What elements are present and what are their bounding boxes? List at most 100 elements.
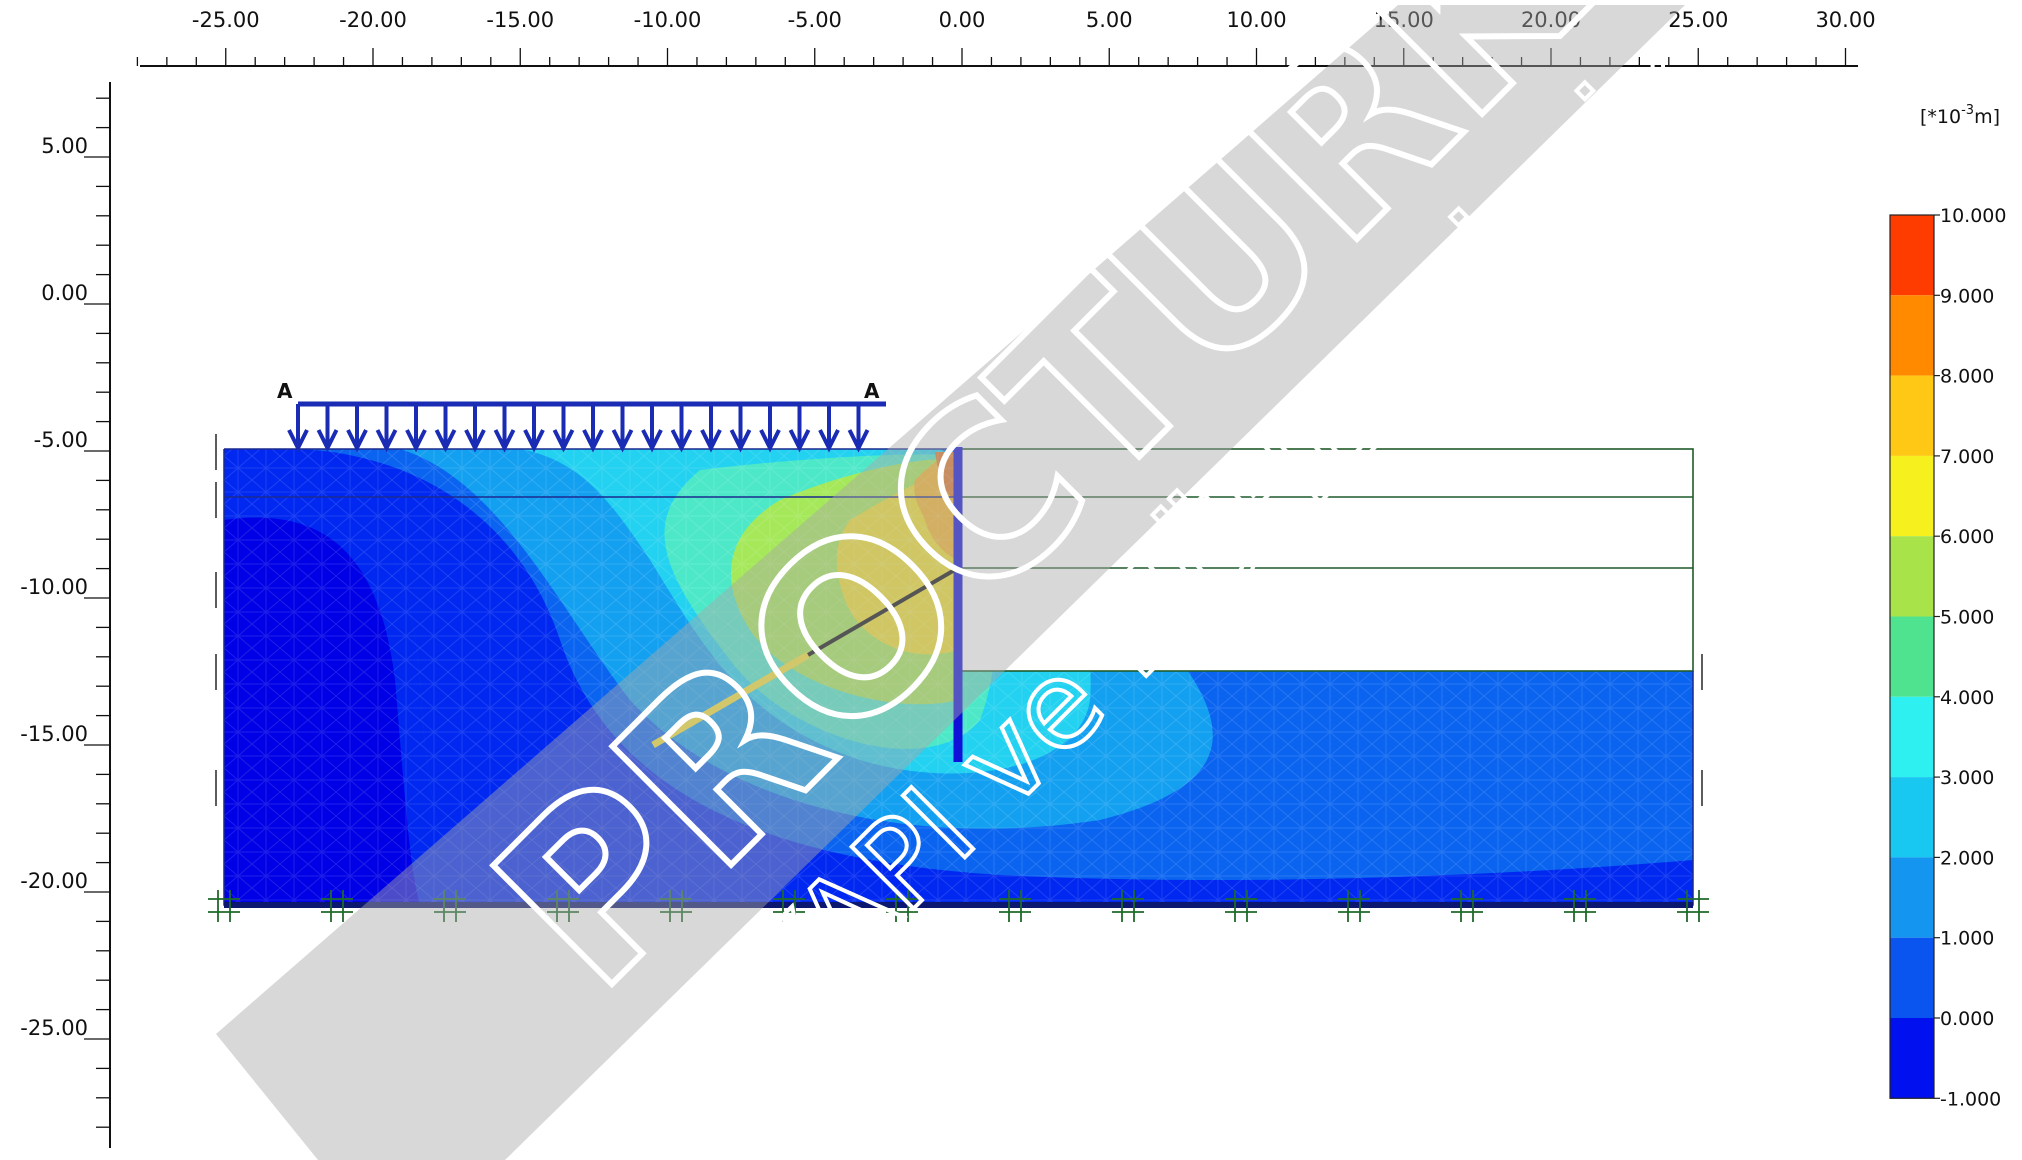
- load-arrow: [818, 404, 840, 453]
- legend-label: 5.000: [1940, 607, 1994, 629]
- ground-anchor: [651, 566, 960, 749]
- x-tick-label: 30.00: [1815, 8, 1875, 32]
- x-tick-label: -10.00: [634, 8, 702, 32]
- y-axis-tick-labels: 5.00 0.00 -5.00 -10.00 -15.00 -20.00 -25.00: [20, 134, 88, 1040]
- load-arrow: [405, 404, 427, 453]
- legend-swatch: [1890, 455, 1934, 537]
- y-tick-label: 0.00: [41, 281, 88, 305]
- legend-swatch: [1890, 215, 1934, 296]
- legend-frame: [1889, 214, 1935, 1099]
- legend-label: 10.000: [1940, 205, 2006, 227]
- load-arrow: [523, 404, 545, 453]
- fixed-support: [1451, 890, 1483, 922]
- bottom-fixed-supports: [208, 890, 1709, 922]
- x-tick-label: -20.00: [339, 8, 407, 32]
- fixed-support: [547, 890, 579, 922]
- legend-label: 8.000: [1940, 366, 1994, 388]
- y-tick-label: -15.00: [20, 722, 88, 746]
- load-arrow: [759, 404, 781, 453]
- legend-label: 1.000: [1940, 928, 1994, 950]
- soil-layer-lines: [224, 448, 958, 498]
- load-arrow: [641, 404, 663, 453]
- legend-label: 9.000: [1940, 285, 1994, 307]
- load-arrow: [670, 404, 693, 453]
- load-arrow: [316, 404, 339, 453]
- x-tick-label: -25.00: [192, 8, 260, 32]
- anchor-free-length: [806, 566, 960, 657]
- fixed-support: [1225, 890, 1257, 922]
- x-tick-label: -5.00: [788, 8, 842, 32]
- x-tick-label: 5.00: [1086, 8, 1133, 32]
- x-axis: -25.00 -20.00 -15.00 -10.00 -5.00 0.00 5.00 10.…: [136, 8, 1876, 67]
- x-tick-label: 15.00: [1374, 8, 1434, 32]
- load-arrow: [375, 404, 398, 453]
- load-arrow: [700, 404, 722, 453]
- legend-swatch: [1890, 616, 1934, 697]
- color-legend: [*10-3m] 10.000 9.000 8.000 7.000 6.000 5.000…: [1889, 103, 2006, 1110]
- legend-label: 2.000: [1940, 847, 1994, 869]
- y-tick-label: -20.00: [20, 869, 88, 893]
- legend-label: 6.000: [1940, 526, 1994, 548]
- legend-labels: 10.000 9.000 8.000 7.000 6.000 5.000 4.000 3.00…: [1934, 205, 2006, 1110]
- y-tick-label: -5.00: [34, 428, 88, 452]
- y-tick-label: 5.00: [41, 134, 88, 158]
- watermark-band: [216, 5, 1685, 1160]
- x-axis-tick-labels: -25.00 -20.00 -15.00 -10.00 -5.00 0.00 5.00 10.…: [192, 8, 1876, 32]
- legend-swatch: [1890, 777, 1934, 858]
- load-arrow: [493, 404, 516, 453]
- legend-label: -1.000: [1940, 1088, 2001, 1110]
- load-arrow: [611, 404, 634, 453]
- legend-swatch: [1890, 696, 1934, 778]
- legend-swatch: [1890, 1018, 1934, 1099]
- fixed-support: [434, 890, 466, 922]
- y-tick-label: -10.00: [20, 575, 88, 599]
- fixed-support: [1338, 890, 1370, 922]
- y-axis-ticks: [84, 97, 110, 1128]
- surcharge-load: A A: [277, 379, 886, 453]
- load-arrow: [729, 404, 752, 453]
- legend-label: 3.000: [1940, 767, 1994, 789]
- fixed-support: [999, 890, 1031, 922]
- load-arrows: [287, 404, 870, 453]
- anchor-grout-body: [651, 651, 810, 749]
- legend-label: 4.000: [1940, 687, 1994, 709]
- y-tick-label: -25.00: [20, 1016, 88, 1040]
- load-label-left: A: [277, 379, 293, 403]
- load-arrow: [464, 404, 486, 453]
- load-arrow: [847, 404, 870, 453]
- legend-label: 7.000: [1940, 446, 1994, 468]
- load-arrow: [788, 404, 811, 453]
- fixed-support: [1112, 890, 1144, 922]
- x-tick-label: -15.00: [486, 8, 554, 32]
- x-tick-label: 20.00: [1521, 8, 1581, 32]
- fixed-support: [1677, 890, 1709, 922]
- fixed-support: [208, 890, 240, 922]
- legend-colorbar: [1889, 214, 1935, 1099]
- legend-swatch: [1890, 375, 1934, 456]
- soil-model: A A: [208, 379, 1709, 922]
- fixed-support: [1564, 890, 1596, 922]
- legend-swatch: [1890, 937, 1934, 1018]
- x-axis-ticks: [136, 48, 1847, 66]
- legend-unit: [*10-3m]: [1920, 103, 2000, 128]
- load-arrow: [552, 404, 575, 453]
- x-tick-label: 10.00: [1226, 8, 1286, 32]
- x-tick-label: 25.00: [1668, 8, 1728, 32]
- load-arrow: [582, 404, 604, 453]
- load-arrow: [434, 404, 457, 453]
- legend-swatch: [1890, 295, 1934, 376]
- side-roller-supports: [215, 434, 1703, 806]
- legend-swatch: [1890, 857, 1934, 938]
- fixed-support: [321, 890, 353, 922]
- legend-label: 0.000: [1940, 1008, 1994, 1030]
- x-tick-label: 0.00: [939, 8, 986, 32]
- load-arrow: [287, 404, 309, 453]
- load-label-right: A: [864, 379, 880, 403]
- fixed-support: [773, 890, 805, 922]
- y-axis: 5.00 0.00 -5.00 -10.00 -15.00 -20.00 -25.00: [20, 82, 111, 1148]
- load-arrow: [346, 404, 368, 453]
- displacement-contours: [224, 449, 1693, 905]
- fixed-support: [886, 890, 918, 922]
- legend-swatch: [1890, 536, 1934, 617]
